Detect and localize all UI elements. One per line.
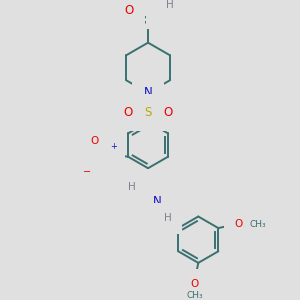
Text: H: H <box>164 213 171 224</box>
Text: S: S <box>144 106 152 119</box>
Text: O: O <box>158 4 167 17</box>
Text: H: H <box>128 182 136 192</box>
Text: CH₃: CH₃ <box>186 291 203 300</box>
Text: O: O <box>190 279 199 289</box>
Text: −: − <box>83 167 92 177</box>
Text: O: O <box>90 163 98 173</box>
Text: N: N <box>144 86 152 99</box>
Text: CH₃: CH₃ <box>249 220 266 229</box>
Text: O: O <box>123 106 132 119</box>
Text: O: O <box>235 219 243 229</box>
Text: N: N <box>106 147 113 157</box>
Text: N: N <box>153 195 162 208</box>
Text: N: N <box>136 181 145 194</box>
Text: O: O <box>124 4 134 17</box>
Text: O: O <box>164 106 173 119</box>
Text: +: + <box>110 142 117 152</box>
Text: O: O <box>90 136 98 146</box>
Text: H: H <box>167 0 174 10</box>
